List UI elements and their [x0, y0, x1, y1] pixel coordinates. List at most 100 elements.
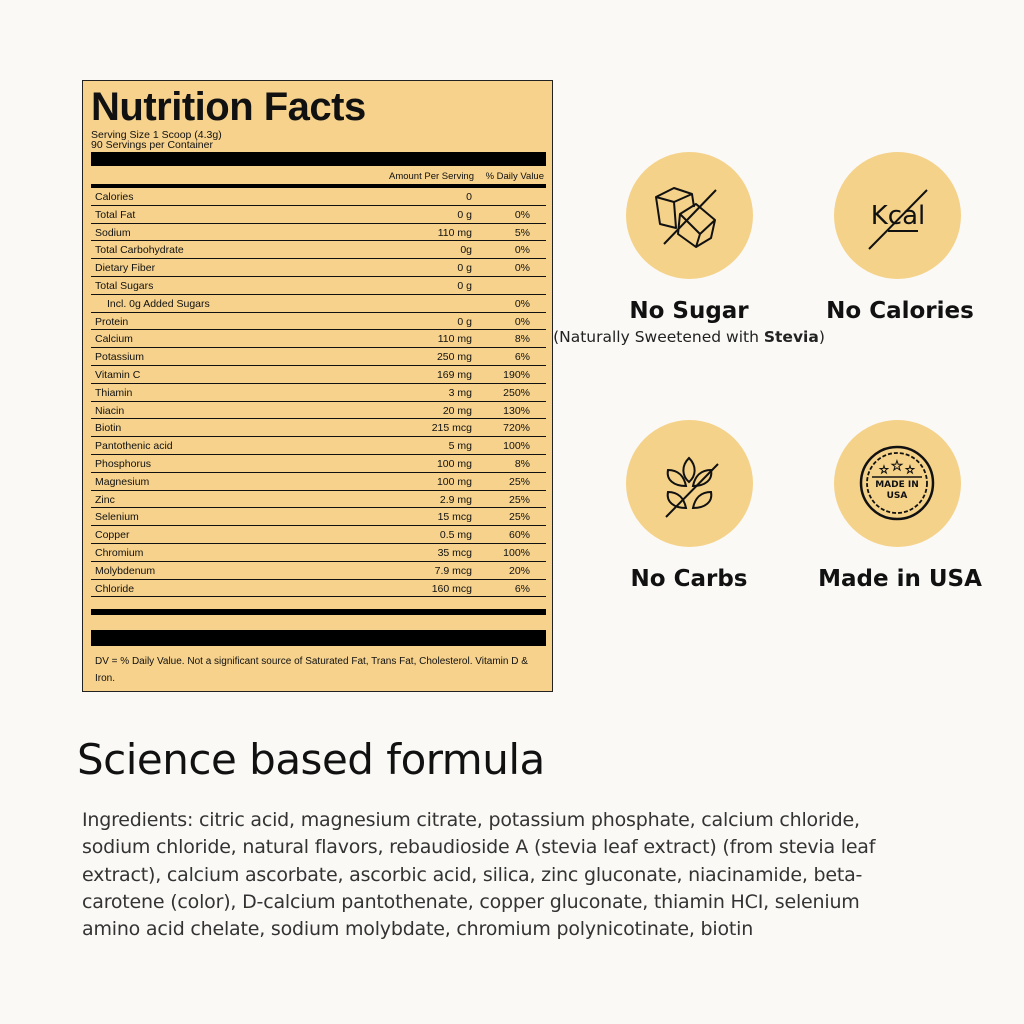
nutrient-row: Thiamin 3 mg 250%	[91, 384, 546, 402]
nutrient-name: Total Carbohydrate	[95, 244, 184, 257]
nutrient-name: Vitamin C	[95, 368, 141, 381]
nutrient-name: Dietary Fiber	[95, 262, 156, 275]
nutrient-amount: 20 mg	[442, 404, 472, 417]
nutrient-daily-value: 6%	[514, 351, 530, 364]
nutrient-row: Molybdenum 7.9 mcg 20%	[91, 562, 546, 580]
serving-size: Serving Size 1 Scoop (4.3g)	[91, 129, 222, 141]
nutrient-amount: 0 g	[457, 262, 472, 275]
nutrient-name: Phosphorus	[95, 457, 152, 470]
daily-value-header: % Daily Value	[485, 171, 544, 182]
no-carbs-label: No Carbs	[630, 566, 748, 592]
nutrient-row: Total Fat 0 g 0%	[91, 206, 546, 224]
nutrient-amount: 35 mcg	[437, 546, 472, 559]
footnote: DV = % Daily Value. Not a significant so…	[95, 656, 528, 684]
nutrient-name: Potassium	[95, 351, 145, 364]
nutrient-row: Incl. 0g Added Sugars 0%	[91, 295, 546, 313]
nutrient-amount: 250 mg	[436, 351, 472, 364]
nutrient-row: Potassium 250 mg 6%	[91, 348, 546, 366]
nutrient-name: Total Sugars	[95, 279, 154, 292]
no-sugar-badge	[626, 152, 753, 279]
nutrition-facts-label: Nutrition Facts Serving Size 1 Scoop (4.…	[82, 80, 553, 692]
nutrient-amount: 0.5 mg	[439, 529, 472, 542]
nutrient-amount: 0 g	[457, 279, 472, 292]
nutrient-amount: 215 mcg	[431, 422, 472, 435]
subtext-suffix: )	[818, 328, 825, 346]
nutrient-daily-value: 25%	[508, 511, 530, 524]
seal-text: MADE IN USA	[875, 480, 919, 501]
nutrient-daily-value: 0%	[514, 297, 530, 310]
nutrient-daily-value: 25%	[508, 475, 530, 488]
nutrient-row: Vitamin C 169 mg 190%	[91, 366, 546, 384]
nutrient-name: Thiamin	[95, 386, 133, 399]
nutrient-name: Biotin	[95, 422, 122, 435]
nutrient-table: Calories 0 Total Fat 0 g 0% Sodium 110 mg 5% Tot…	[91, 188, 546, 598]
nutrient-amount: 15 mcg	[437, 511, 472, 524]
nutrient-daily-value: 6%	[514, 582, 530, 595]
nutrient-amount: 100 mg	[436, 475, 472, 488]
nutrient-name: Pantothenic acid	[95, 440, 173, 453]
nutrient-daily-value: 190%	[503, 368, 530, 381]
nutrient-amount: 3 mg	[448, 386, 472, 399]
nutrient-name: Copper	[95, 529, 130, 542]
nutrient-row: Dietary Fiber 0 g 0%	[91, 259, 546, 277]
nutrient-amount: 110 mg	[437, 333, 472, 346]
nutrient-name: Selenium	[95, 511, 139, 524]
no-carbs-badge	[626, 420, 753, 547]
nutrient-amount: 7.9 mcg	[434, 564, 472, 577]
nutrient-row: Chromium 35 mcg 100%	[91, 544, 546, 562]
nutrient-daily-value: 0%	[514, 244, 530, 257]
nutrient-daily-value: 60%	[508, 529, 530, 542]
ingredients-text: Ingredients: citric acid, magnesium citr…	[82, 809, 876, 941]
nutrient-daily-value: 130%	[503, 404, 530, 417]
grain-crossed-icon	[665, 456, 719, 518]
nutrient-row: Sodium 110 mg 5%	[91, 224, 546, 242]
nutrient-row: Calories 0	[91, 188, 546, 206]
no-calories-label: No Calories	[826, 298, 974, 324]
nutrient-row: Total Sugars 0 g	[91, 277, 546, 295]
nutrient-amount: 100 mg	[436, 457, 472, 470]
nutrient-daily-value: 250%	[503, 386, 530, 399]
nutrient-row: Biotin 215 mcg 720%	[91, 419, 546, 438]
nutrient-name: Niacin	[95, 404, 125, 417]
nutrient-row: Total Carbohydrate 0g 0%	[91, 241, 546, 260]
nutrient-amount: 0g	[460, 244, 472, 257]
nutrition-facts-title: Nutrition Facts	[91, 85, 366, 129]
svg-text:★: ★	[906, 465, 915, 476]
nutrient-row: Pantothenic acid 5 mg 100%	[91, 437, 546, 455]
nutrient-daily-value: 20%	[508, 564, 530, 577]
nutrient-name: Calcium	[95, 333, 133, 346]
divider-thick	[91, 152, 546, 166]
divider-medium	[91, 184, 546, 188]
nutrient-name: Magnesium	[95, 475, 150, 488]
nutrient-name: Chloride	[95, 582, 135, 595]
nutrient-daily-value: 720%	[503, 422, 530, 435]
no-sugar-label: No Sugar	[629, 298, 749, 324]
nutrient-daily-value: 8%	[514, 333, 530, 346]
nutrient-daily-value: 0%	[514, 208, 530, 221]
no-sugar-subtext: (Naturally Sweetened with Stevia)	[551, 326, 827, 348]
nutrient-amount: 110 mg	[437, 226, 472, 239]
nutrient-amount: 160 mcg	[431, 582, 472, 595]
amount-header: Amount Per Serving	[388, 171, 474, 182]
svg-text:★: ★	[891, 458, 903, 473]
no-calories-badge: Kcal	[834, 152, 961, 279]
nutrient-row: Calcium 110 mg 8%	[91, 330, 546, 349]
made-in-usa-seal-icon: ★ ★ ★ MADE IN USA	[859, 445, 935, 521]
servings-per-container: 90 Servings per Container	[91, 139, 213, 151]
nutrient-name: Sodium	[95, 226, 131, 239]
nutrient-amount: 5 mg	[448, 440, 472, 453]
nutrient-daily-value: 8%	[514, 457, 530, 470]
nutrient-amount: 2.9 mg	[439, 493, 472, 506]
nutrient-row: Selenium 15 mcg 25%	[91, 508, 546, 527]
nutrient-row: Zinc 2.9 mg 25%	[91, 491, 546, 509]
stevia-text: Stevia	[763, 328, 819, 346]
nutrient-daily-value: 25%	[508, 493, 530, 506]
nutrient-name: Chromium	[95, 546, 144, 559]
nutrient-daily-value: 100%	[503, 440, 530, 453]
nutrient-row: Chloride 160 mcg 6%	[91, 580, 546, 598]
nutrient-name: Total Fat	[95, 208, 136, 221]
nutrient-row: Copper 0.5 mg 60%	[91, 526, 546, 544]
kcal-text: Kcal	[871, 201, 926, 231]
nutrient-daily-value: 100%	[503, 546, 530, 559]
kcal-crossed-icon: Kcal	[868, 189, 928, 250]
